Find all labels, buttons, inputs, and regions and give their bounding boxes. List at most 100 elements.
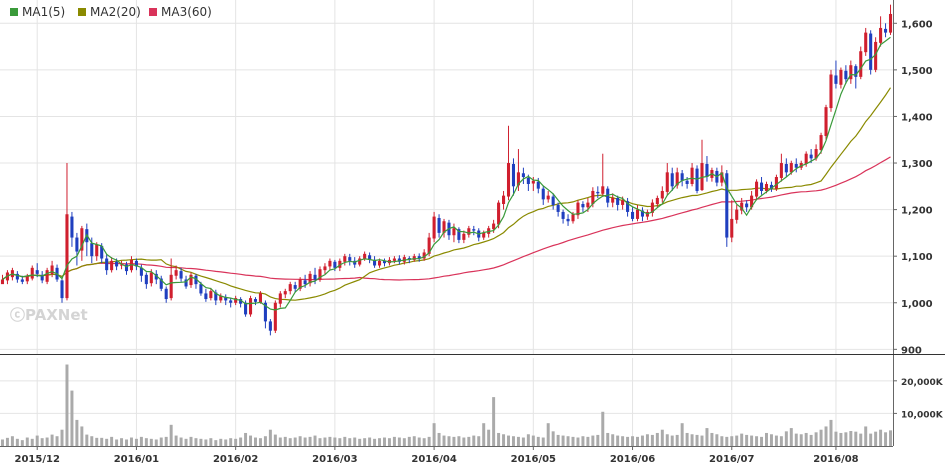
- volume-bar: [774, 435, 778, 446]
- candle-body: [526, 177, 530, 184]
- volume-bar: [412, 436, 416, 446]
- candle-body: [591, 190, 595, 205]
- candle: [70, 211, 74, 247]
- price-tick-label: 1,200: [901, 206, 933, 217]
- candle: [134, 258, 138, 271]
- candle-body: [516, 172, 520, 186]
- volume-bar: [70, 390, 74, 446]
- volume-bar: [606, 432, 610, 446]
- candle-body: [273, 302, 277, 331]
- candle-body: [566, 218, 570, 222]
- candle: [566, 214, 570, 226]
- volume-bar: [10, 436, 14, 446]
- volume-bar: [680, 423, 684, 446]
- candle: [258, 291, 262, 304]
- candle: [502, 190, 506, 210]
- candle-body: [164, 288, 168, 300]
- volume-bar: [502, 434, 506, 446]
- volume-bar: [640, 435, 644, 446]
- volume-bar: [844, 432, 848, 446]
- candle-body: [888, 13, 893, 33]
- volume-bar: [531, 435, 535, 446]
- ma1-line-layer: [2, 36, 891, 311]
- month-tick-label: 2016/03: [312, 454, 357, 465]
- month-tick-label: 2016/07: [709, 454, 754, 465]
- candle: [581, 201, 585, 212]
- candle: [373, 256, 377, 268]
- volume-bar: [100, 437, 104, 446]
- volume-bar: [511, 436, 515, 446]
- candle: [90, 237, 94, 264]
- candle-body: [864, 32, 868, 53]
- volume-bar: [760, 436, 764, 446]
- volume-bar: [715, 434, 719, 446]
- candle-body: [670, 173, 674, 187]
- candle-body: [521, 173, 525, 177]
- candle-body: [50, 265, 54, 274]
- candle: [635, 204, 640, 222]
- volume-bar: [174, 435, 178, 446]
- volume-bar: [536, 436, 540, 446]
- candle-body: [640, 210, 645, 217]
- volume-bar: [50, 434, 54, 446]
- volume-bar: [323, 437, 327, 446]
- candle: [655, 195, 659, 208]
- volume-bar: [745, 434, 749, 446]
- candle-body: [571, 214, 575, 222]
- candle-body: [789, 163, 793, 173]
- volume-bar: [765, 432, 768, 446]
- candle: [650, 199, 654, 217]
- candle-body: [179, 271, 183, 279]
- candle: [328, 258, 332, 271]
- candle-body: [824, 107, 828, 137]
- volume-bar: [273, 434, 277, 446]
- candle-body: [258, 293, 262, 303]
- volume-bar: [313, 435, 317, 446]
- volume-bar: [288, 438, 292, 446]
- candle-body: [397, 258, 401, 262]
- volume-bar: [189, 436, 193, 446]
- candle: [124, 261, 129, 275]
- candle-body: [368, 255, 372, 260]
- volume-bar: [492, 397, 496, 446]
- candle: [551, 193, 555, 210]
- legend-label-ma1: MA1(5): [22, 5, 65, 19]
- candle: [556, 202, 560, 217]
- volume-bar: [482, 423, 486, 446]
- volume-bar: [249, 435, 253, 446]
- volume-bar: [442, 435, 446, 446]
- candle-body: [248, 298, 253, 315]
- chart-legend: MA1(5) MA2(20) MA3(60): [10, 5, 212, 19]
- candle-body: [472, 229, 476, 231]
- candle-body: [764, 183, 769, 191]
- candle-body: [700, 163, 704, 191]
- candle: [75, 232, 79, 266]
- candle-body: [829, 74, 833, 109]
- candle-body: [90, 243, 94, 257]
- volume-bar: [789, 428, 793, 446]
- volume-bar: [234, 438, 238, 446]
- candle: [154, 270, 158, 285]
- volume-bar: [283, 436, 287, 446]
- volume-bar: [229, 438, 233, 446]
- candle-body: [65, 214, 69, 299]
- candle: [80, 225, 84, 261]
- candle: [601, 153, 605, 197]
- month-tick-label: 2016/06: [610, 454, 655, 465]
- candle-body: [35, 270, 39, 274]
- candle: [15, 271, 19, 283]
- candle: [854, 64, 858, 89]
- volume-bar: [730, 436, 734, 446]
- volume-bar: [695, 434, 699, 446]
- volume-bar: [794, 433, 798, 446]
- candle-body: [373, 259, 377, 266]
- candle: [472, 225, 476, 236]
- volume-bar: [437, 432, 441, 446]
- candle-body: [0, 279, 5, 285]
- candle: [864, 27, 868, 56]
- candle-body: [70, 216, 74, 238]
- volume-bar: [720, 436, 724, 446]
- candle-body: [794, 163, 798, 168]
- volume-bar: [293, 437, 297, 446]
